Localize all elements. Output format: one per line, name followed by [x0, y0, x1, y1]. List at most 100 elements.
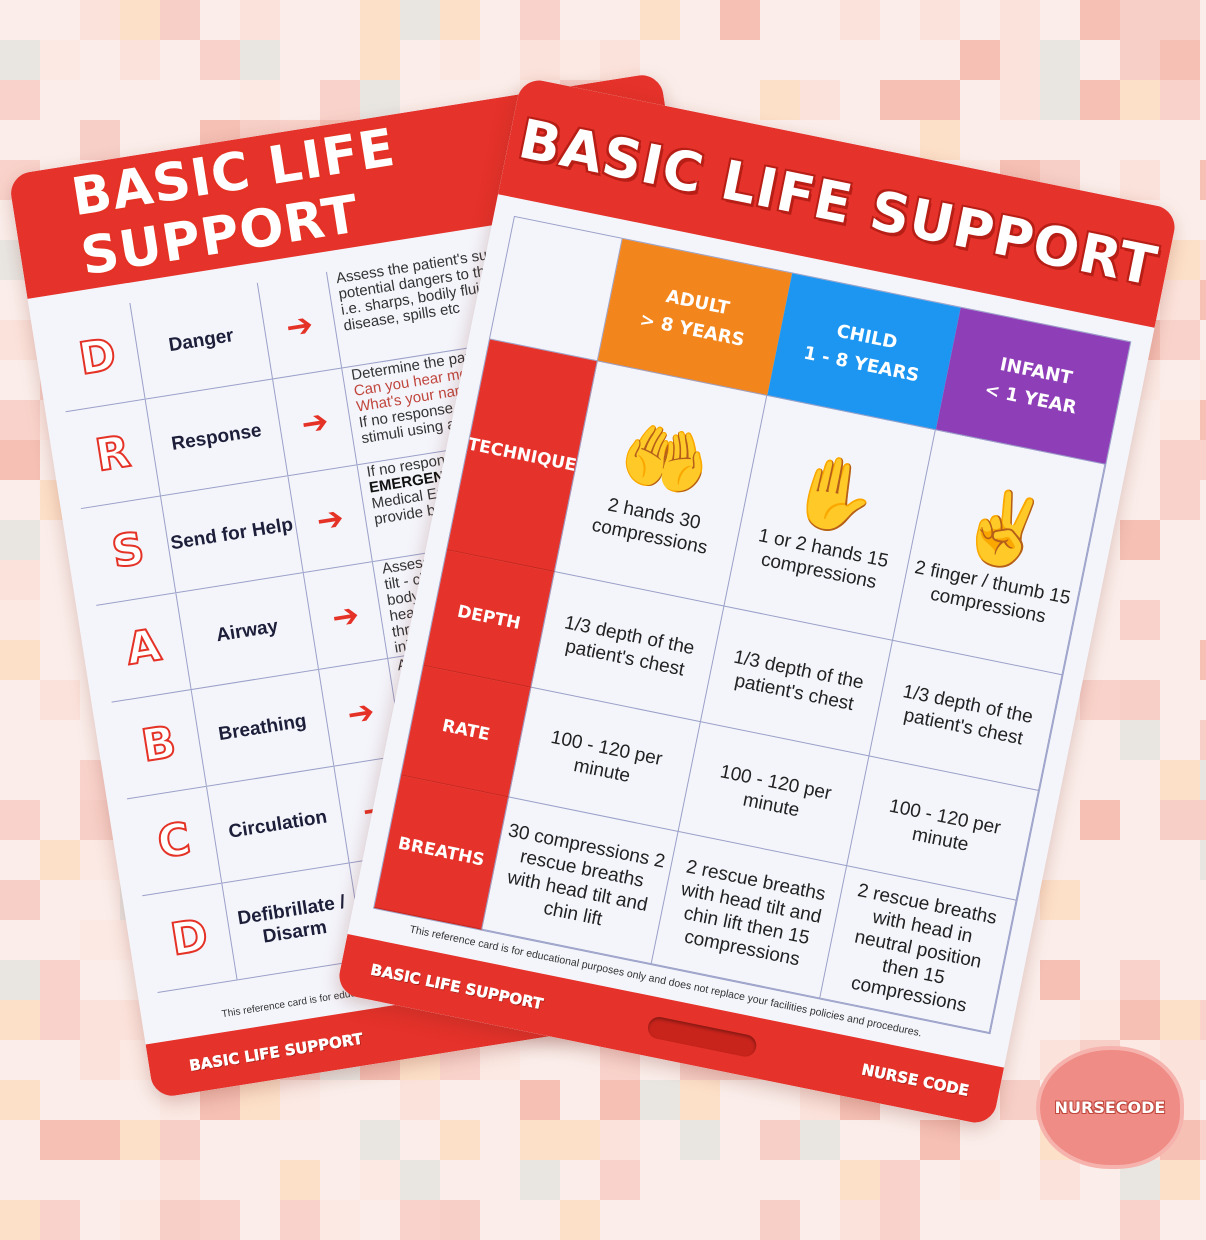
- bg-pixel: [40, 1000, 80, 1040]
- bg-pixel: [600, 1080, 640, 1120]
- bg-pixel: [120, 1200, 160, 1240]
- bg-pixel: [1000, 40, 1040, 80]
- bg-pixel: [80, 0, 120, 40]
- bg-pixel: [1000, 80, 1040, 120]
- bg-pixel: [1080, 800, 1120, 840]
- bg-pixel: [1080, 0, 1120, 40]
- bg-pixel: [560, 1120, 600, 1160]
- bg-pixel: [1160, 400, 1200, 440]
- step-label: Breathing: [190, 669, 335, 786]
- cell-text: 30 compressions 2 rescue breaths with he…: [505, 820, 667, 931]
- bg-pixel: [1120, 1200, 1160, 1240]
- bg-pixel: [1160, 320, 1200, 360]
- bg-pixel: [920, 1120, 960, 1160]
- bg-pixel: [1200, 160, 1206, 200]
- bg-pixel: [1200, 1120, 1206, 1160]
- bg-pixel: [1120, 600, 1160, 640]
- bg-pixel: [40, 840, 80, 880]
- bg-pixel: [360, 1120, 400, 1160]
- step-letter: C: [153, 812, 195, 869]
- bg-pixel: [960, 40, 1000, 80]
- bg-pixel: [1120, 960, 1160, 1000]
- bg-pixel: [1200, 240, 1206, 280]
- bg-pixel: [680, 1080, 720, 1120]
- bg-pixel: [0, 440, 40, 480]
- cell-text: 2 rescue breaths with head in neutral po…: [849, 879, 999, 1017]
- bg-pixel: [0, 80, 40, 120]
- bg-pixel: [1040, 40, 1080, 80]
- bg-pixel: [440, 0, 480, 40]
- bg-pixel: [280, 1080, 320, 1120]
- cell-text: 1/3 depth of the patient's chest: [901, 680, 1035, 749]
- bg-pixel: [600, 1120, 640, 1160]
- bg-pixel: [880, 1200, 920, 1240]
- bg-pixel: [1040, 1160, 1080, 1200]
- bg-pixel: [1200, 400, 1206, 440]
- bg-pixel: [40, 40, 80, 80]
- bg-pixel: [1160, 280, 1200, 320]
- bg-pixel: [40, 680, 80, 720]
- bg-pixel: [240, 0, 280, 40]
- bg-pixel: [200, 40, 240, 80]
- bg-pixel: [240, 80, 280, 120]
- bg-pixel: [400, 1080, 440, 1120]
- bg-pixel: [1000, 1080, 1040, 1120]
- bg-pixel: [1120, 0, 1160, 40]
- step-letter: D: [166, 909, 212, 967]
- bg-pixel: [0, 1000, 40, 1040]
- bg-pixel: [200, 1200, 240, 1240]
- bg-pixel: [0, 1200, 40, 1240]
- bg-pixel: [0, 800, 40, 840]
- bg-pixel: [560, 40, 600, 80]
- bg-pixel: [1160, 80, 1200, 120]
- row-header-rate: RATE: [401, 665, 532, 798]
- bg-pixel: [480, 1040, 520, 1080]
- cell-text: 100 - 120 per minute: [887, 795, 1003, 856]
- step-label: Response: [144, 379, 289, 496]
- bg-pixel: [1080, 680, 1120, 720]
- bg-pixel: [920, 80, 960, 120]
- bg-pixel: [360, 0, 400, 40]
- bg-pixel: [1200, 440, 1206, 480]
- bg-pixel: [880, 80, 920, 120]
- bg-pixel: [680, 1120, 720, 1160]
- bg-pixel: [40, 1120, 80, 1160]
- bg-pixel: [840, 1200, 880, 1240]
- cpr-table: ADULT > 8 YEARS CHILD 1 - 8 YEARS INFANT < 1 …: [373, 215, 1132, 1035]
- bg-pixel: [1200, 640, 1206, 680]
- bg-pixel: [1160, 440, 1200, 480]
- cell-text: 1/3 depth of the patient's chest: [731, 646, 866, 715]
- bg-pixel: [1200, 840, 1206, 880]
- bg-pixel: [1080, 1000, 1120, 1040]
- bg-pixel: [1120, 1000, 1160, 1040]
- bg-pixel: [1160, 0, 1200, 40]
- bg-pixel: [0, 560, 40, 600]
- bg-pixel: [80, 120, 120, 160]
- bg-pixel: [560, 1200, 600, 1240]
- bg-pixel: [240, 40, 280, 80]
- bg-pixel: [520, 0, 560, 40]
- bg-pixel: [40, 960, 80, 1000]
- bg-pixel: [80, 920, 120, 960]
- cell-text: 1/3 depth of the patient's chest: [562, 611, 697, 681]
- back-card-footer-label: BASIC LIFE SUPPORT: [187, 1029, 365, 1075]
- bg-pixel: [280, 1160, 320, 1200]
- bg-pixel: [1200, 280, 1206, 320]
- front-card-footer-right: NURSE CODE: [860, 1060, 971, 1100]
- bg-pixel: [400, 0, 440, 40]
- bg-pixel: [160, 1160, 200, 1200]
- step-label: Circulation: [206, 766, 350, 883]
- bg-pixel: [1040, 80, 1080, 120]
- bg-pixel: [1120, 1160, 1160, 1200]
- bg-pixel: [760, 1200, 800, 1240]
- bg-pixel: [320, 80, 360, 120]
- bg-pixel: [1160, 480, 1200, 520]
- bg-pixel: [760, 1120, 800, 1160]
- bg-pixel: [640, 0, 680, 40]
- bg-pixel: [80, 1120, 120, 1160]
- bg-pixel: [920, 0, 960, 40]
- bg-pixel: [1200, 360, 1206, 400]
- bg-pixel: [800, 80, 840, 120]
- step-label: Send for Help: [160, 476, 304, 593]
- lanyard-slot: [646, 1015, 759, 1059]
